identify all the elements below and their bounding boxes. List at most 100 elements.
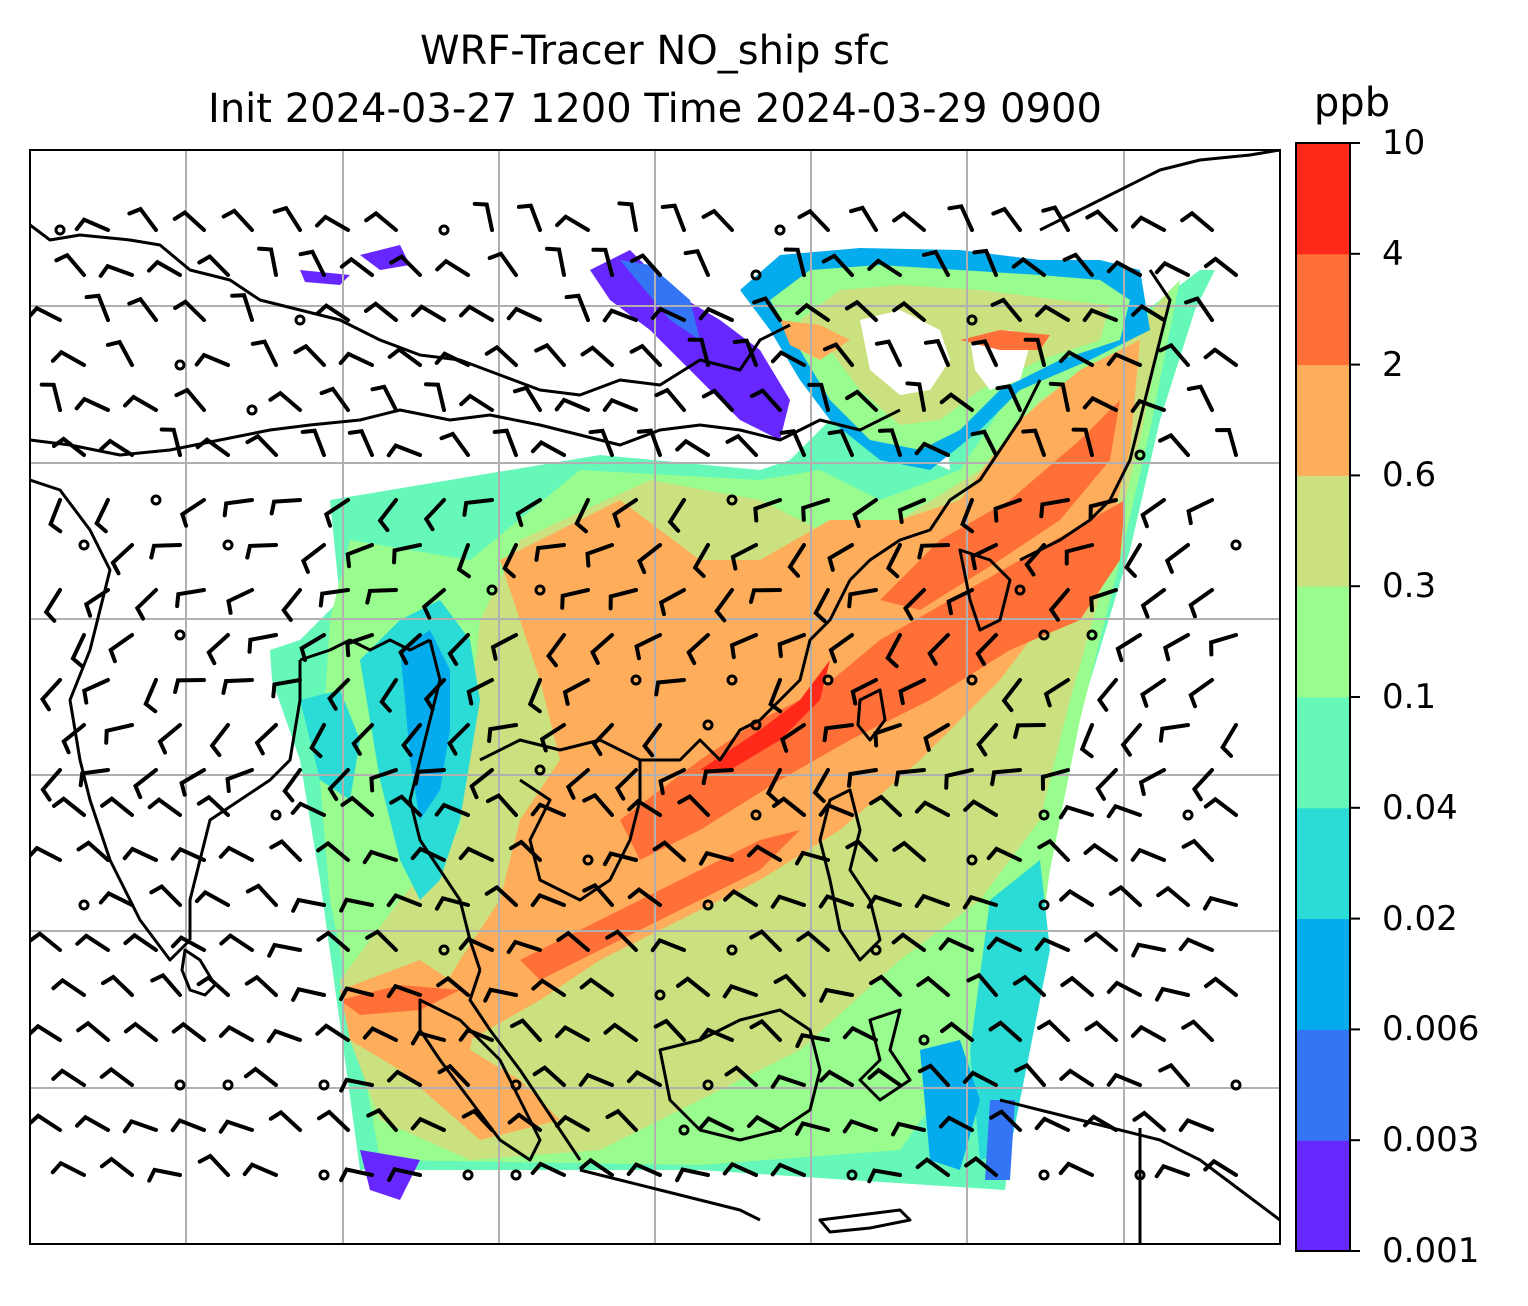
wind-barb [209, 723, 230, 758]
wind-barb [392, 543, 422, 565]
wind-barb [849, 205, 878, 232]
wind-barb [574, 498, 590, 534]
wind-barb [773, 973, 806, 997]
wind-barb [892, 210, 926, 232]
calm-wind-marker [1014, 584, 1026, 596]
wind-barb [819, 1069, 854, 1087]
wind-barb [897, 498, 926, 524]
wind-barb [1082, 307, 1118, 322]
wind-barb [1062, 252, 1094, 277]
colorbar-tick-label: 0.1 [1382, 677, 1437, 717]
wind-barb [197, 1153, 230, 1177]
wind-barb [1215, 427, 1238, 457]
wind-barb [1064, 543, 1094, 566]
field-red-peak [700, 660, 830, 770]
wind-barb [1096, 678, 1118, 712]
coast-china-mongolia-border [30, 408, 901, 457]
wind-barb [1158, 723, 1190, 743]
wind-barb [1130, 215, 1166, 232]
wind-barb [1209, 633, 1238, 657]
wind-barb [98, 263, 134, 278]
wind-barb [347, 429, 374, 457]
wind-barb [747, 844, 782, 862]
wind-barb [1138, 768, 1166, 796]
wind-barb [990, 768, 1022, 787]
wind-barb [462, 498, 494, 517]
calm-wind-marker [438, 944, 450, 956]
wind-barb [423, 678, 446, 712]
calm-wind-marker [438, 224, 450, 236]
wind-barb [939, 392, 974, 412]
wind-barb [1186, 498, 1214, 526]
wind-barb [752, 296, 782, 322]
wind-barb [173, 678, 206, 694]
wind-barb [660, 203, 686, 232]
wind-barb [339, 1077, 374, 1093]
wind-barb [650, 306, 686, 322]
wind-barb [245, 433, 278, 457]
wind-barb [579, 977, 614, 997]
wind-barb [1043, 678, 1070, 708]
calm-wind-marker [726, 494, 738, 506]
wind-barb [242, 1162, 278, 1177]
wind-barb [677, 794, 710, 817]
colorbar-band-5 [1296, 586, 1350, 698]
wind-barb [783, 247, 806, 277]
wind-barb [48, 498, 63, 534]
wind-barb [1041, 205, 1070, 232]
wind-barb [591, 247, 614, 277]
calm-wind-marker [966, 674, 978, 686]
wind-barb [195, 437, 230, 457]
wind-barb [605, 929, 638, 952]
wind-barb [108, 633, 134, 664]
colorbar-band-9 [1296, 143, 1350, 255]
wind-barb [658, 588, 686, 617]
wind-barb [245, 883, 278, 907]
field-blue-east [970, 860, 1050, 1160]
wind-barb [389, 794, 422, 817]
wind-barb [1024, 543, 1046, 577]
wind-barb [827, 543, 854, 572]
wind-barb [724, 1065, 758, 1087]
wind-barb [1071, 427, 1094, 457]
wind-barb [221, 208, 254, 232]
wind-barb [627, 798, 662, 817]
wind-barb [812, 768, 830, 803]
wind-barb [555, 214, 590, 232]
wind-barb [847, 588, 878, 609]
wind-barb [1186, 384, 1214, 412]
wind-barb [1106, 352, 1142, 367]
calm-wind-marker [750, 719, 762, 731]
wind-barb [915, 1157, 950, 1177]
wind-barb [338, 351, 374, 367]
wind-barb [39, 382, 62, 412]
wind-barb [75, 933, 110, 952]
wind-barb [602, 851, 638, 867]
wind-barb [819, 987, 854, 1003]
wind-barb [732, 338, 758, 367]
calm-wind-marker [78, 899, 90, 911]
wind-barb [105, 339, 134, 367]
wind-barb [398, 633, 422, 666]
wind-barb [947, 204, 974, 232]
map-area[interactable] [29, 150, 1280, 1244]
wind-barb [424, 382, 446, 412]
wind-barb [585, 543, 614, 568]
wind-barb [531, 978, 566, 997]
wind-barb [466, 678, 494, 706]
field-northwest-violet [360, 245, 410, 270]
calm-wind-marker [462, 1169, 474, 1181]
wind-barb [318, 588, 350, 608]
wind-barb [512, 385, 542, 412]
wind-barb [40, 768, 62, 802]
wind-barb [579, 1157, 614, 1177]
wind-barb [315, 214, 350, 232]
wind-barb [1178, 937, 1214, 952]
wind-barb [365, 929, 398, 952]
wind-barb [1203, 796, 1238, 817]
wind-barb [1048, 381, 1070, 412]
wind-barb [1106, 260, 1142, 277]
wind-barb [850, 678, 878, 706]
wind-barb [868, 794, 902, 817]
wind-barb [410, 846, 446, 862]
